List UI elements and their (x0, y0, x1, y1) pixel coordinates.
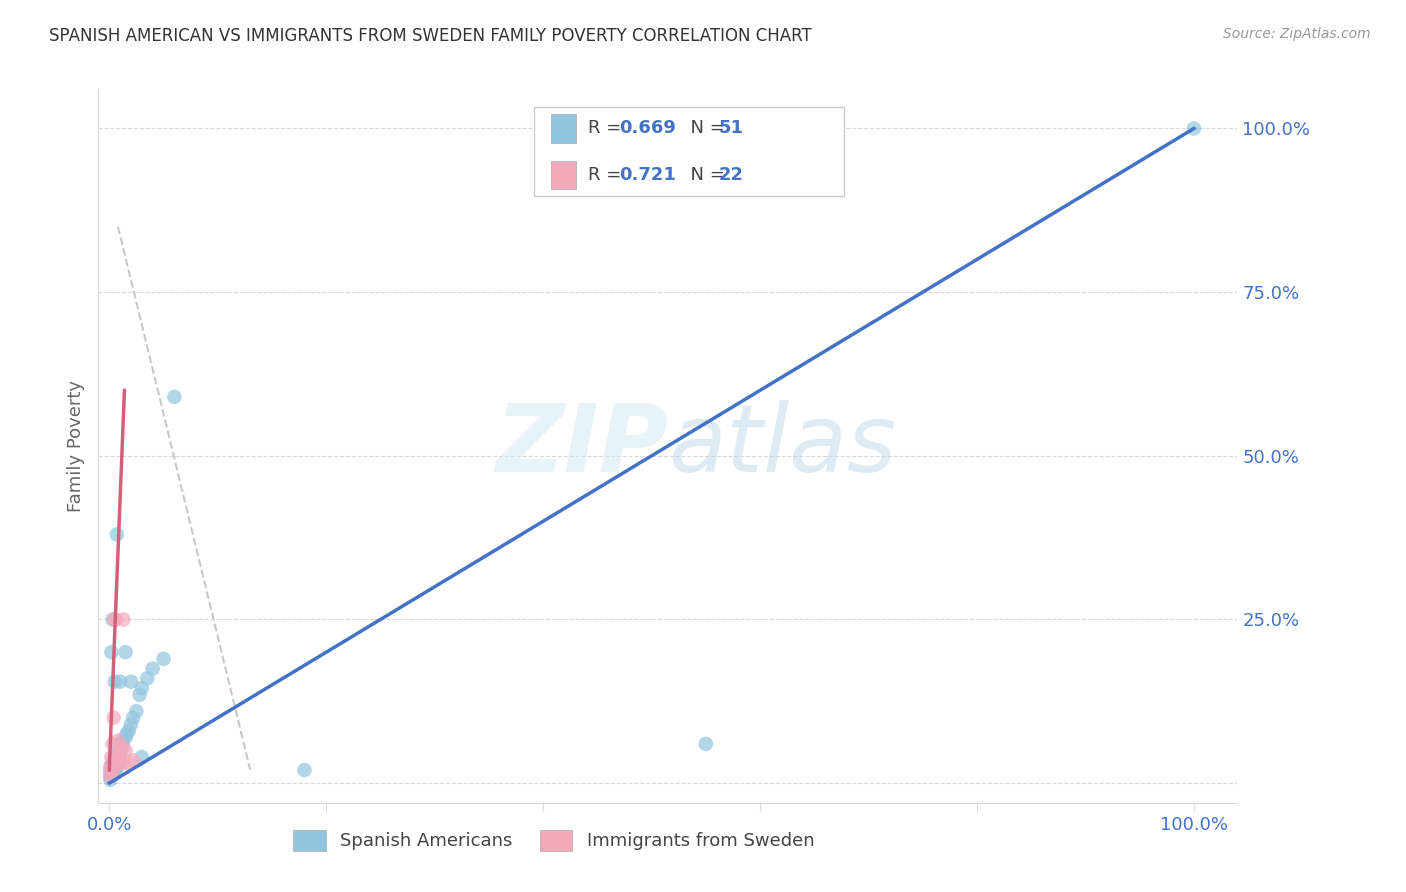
Point (104, 763, 127, 777)
Point (152, 652, 174, 666)
Point (101, 763, 124, 777)
Point (98, 770, 121, 784)
Point (103, 756, 125, 771)
Point (100, 770, 122, 784)
Point (294, 763, 316, 777)
Text: N =: N = (679, 166, 731, 184)
Point (100, 766, 122, 780)
Point (100, 750, 122, 764)
Point (108, 753, 131, 767)
Point (107, 733, 129, 747)
Point (142, 662, 165, 676)
Point (107, 743, 129, 757)
Point (107, 756, 129, 771)
Point (125, 704, 148, 718)
Point (104, 766, 127, 780)
Point (104, 756, 127, 771)
Point (114, 743, 136, 757)
Point (108, 747, 131, 761)
Point (110, 740, 132, 755)
Point (118, 756, 141, 771)
Point (104, 674, 127, 689)
Point (98, 766, 121, 780)
Point (111, 756, 134, 771)
Point (118, 723, 141, 738)
Point (100, 645, 122, 659)
Point (104, 753, 127, 767)
Point (108, 674, 131, 689)
Point (108, 750, 131, 764)
Point (110, 743, 132, 757)
Point (101, 763, 124, 777)
Point (101, 766, 124, 780)
Point (104, 612, 127, 626)
Text: N =: N = (679, 120, 731, 137)
Point (128, 688, 150, 702)
Point (131, 681, 153, 696)
Point (1182, 121, 1205, 136)
Point (114, 645, 136, 659)
Text: ZIP: ZIP (495, 400, 668, 492)
Point (101, 737, 124, 751)
Text: Source: ZipAtlas.com: Source: ZipAtlas.com (1223, 27, 1371, 41)
Point (104, 750, 127, 764)
Text: 0.721: 0.721 (619, 166, 675, 184)
Point (98, 763, 121, 777)
Point (101, 760, 124, 774)
Point (103, 711, 125, 725)
Point (100, 766, 122, 780)
Point (120, 674, 142, 689)
Point (105, 527, 128, 541)
Text: 0.669: 0.669 (619, 120, 675, 137)
Point (120, 717, 142, 731)
Legend: Spanish Americans, Immigrants from Sweden: Spanish Americans, Immigrants from Swede… (287, 822, 821, 858)
Point (112, 612, 135, 626)
Point (122, 711, 145, 725)
Point (103, 763, 125, 777)
Y-axis label: Family Poverty: Family Poverty (66, 380, 84, 512)
Point (122, 753, 145, 767)
Point (104, 753, 127, 767)
Text: SPANISH AMERICAN VS IMMIGRANTS FROM SWEDEN FAMILY POVERTY CORRELATION CHART: SPANISH AMERICAN VS IMMIGRANTS FROM SWED… (49, 27, 811, 45)
Point (105, 747, 128, 761)
Text: R =: R = (588, 120, 627, 137)
Point (108, 750, 131, 764)
Text: 22: 22 (718, 166, 744, 184)
Point (100, 756, 122, 771)
Point (100, 763, 122, 777)
Point (104, 760, 127, 774)
Point (108, 737, 131, 751)
Point (114, 731, 136, 745)
Point (98, 770, 121, 784)
Point (131, 750, 153, 764)
Point (112, 733, 135, 747)
Point (105, 753, 128, 767)
Text: atlas: atlas (668, 401, 896, 491)
Point (105, 760, 128, 774)
Point (101, 612, 124, 626)
Text: R =: R = (588, 166, 627, 184)
Point (111, 740, 134, 755)
Point (695, 737, 717, 751)
Point (136, 672, 159, 686)
Point (98, 772, 121, 787)
Point (103, 760, 125, 774)
Point (115, 727, 138, 741)
Point (104, 612, 127, 626)
Point (98, 760, 121, 774)
Point (163, 390, 186, 404)
Text: 51: 51 (718, 120, 744, 137)
